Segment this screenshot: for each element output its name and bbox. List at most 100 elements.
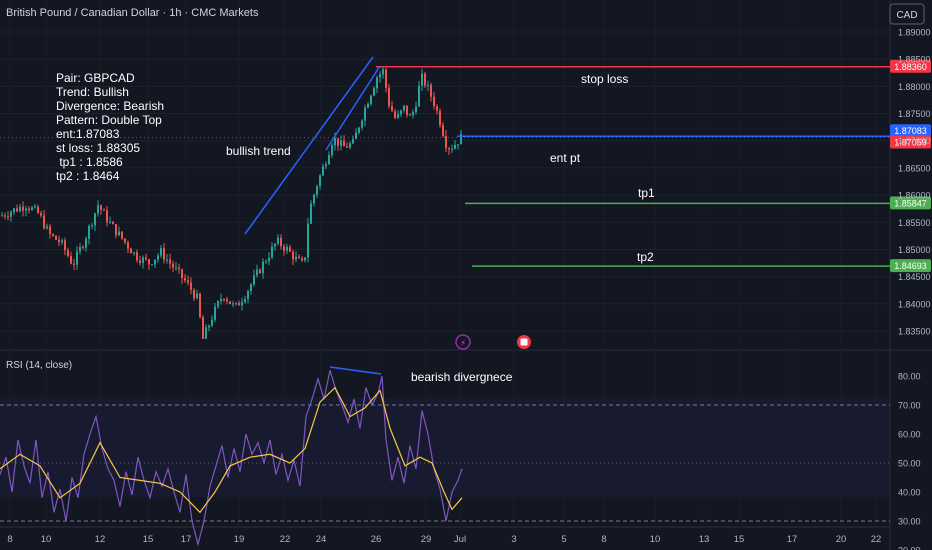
price-tick-label: 1.84500: [898, 272, 931, 282]
candle-body: [199, 293, 201, 318]
candle-body: [118, 231, 120, 236]
candle-body: [52, 233, 54, 236]
time-tick-label: 17: [787, 534, 798, 545]
candle-body: [67, 250, 69, 257]
trend-line-outer[interactable]: [244, 56, 374, 235]
price-badge-tp1: [890, 196, 931, 210]
candle-body: [142, 257, 144, 263]
candle-body: [280, 237, 282, 247]
divergence-line[interactable]: [329, 366, 382, 375]
candle-body: [220, 298, 222, 302]
candle-body: [313, 194, 315, 204]
candle-body: [55, 235, 57, 240]
candle-body: [187, 280, 189, 283]
candle-body: [31, 207, 33, 211]
time-tick-label: 8: [601, 534, 606, 545]
rsi-layer: [0, 370, 463, 547]
level-lines-layer: 1.88360 1.87083 1.87059 1.85847 1.84693: [376, 59, 931, 273]
candle-body: [61, 240, 63, 243]
candle-body: [379, 74, 381, 78]
candle-body: [310, 203, 312, 224]
candle-body: [394, 111, 396, 118]
lightning-event-icon[interactable]: [455, 334, 471, 350]
candle-body: [388, 87, 390, 107]
candle-body: [40, 212, 42, 216]
candle-body: [241, 302, 243, 306]
candle-body: [172, 263, 174, 268]
time-tick-label: 17: [181, 534, 192, 545]
candle-body: [451, 148, 453, 150]
candle-body: [391, 106, 393, 112]
trend-line-inner[interactable]: [325, 65, 381, 151]
candle-body: [439, 110, 441, 126]
candle-body: [4, 215, 6, 217]
rsi-tick-label: 80.00: [898, 372, 921, 382]
candle-body: [238, 302, 240, 306]
candle-body: [7, 216, 9, 218]
candle-body: [283, 246, 285, 251]
candle-body: [13, 208, 15, 213]
candle-body: [16, 208, 18, 212]
candle-body: [400, 110, 402, 115]
info-pattern: Pattern: Double Top: [56, 113, 162, 127]
time-tick-label: 20: [836, 534, 847, 545]
candle-body: [337, 138, 339, 146]
price-tick-label: 1.85000: [898, 245, 931, 255]
candle-body: [28, 208, 30, 211]
info-divergence: Divergence: Bearish: [56, 99, 164, 113]
candles-layer: [1, 67, 462, 340]
annotation-ent-pt: ent pt: [550, 151, 581, 165]
candle-body: [361, 120, 363, 128]
candle-body: [460, 133, 462, 145]
candle-body: [37, 206, 39, 213]
candle-body: [334, 138, 336, 146]
price-badge-label: 1.85847: [894, 198, 927, 208]
candle-body: [196, 293, 198, 299]
candle-body: [79, 247, 81, 252]
candle-body: [247, 291, 249, 299]
candle-body: [430, 84, 432, 97]
rsi-tick-label: 70.00: [898, 401, 921, 411]
candle-body: [436, 106, 438, 111]
candle-body: [121, 231, 123, 239]
currency-button-label[interactable]: CAD: [896, 10, 917, 21]
rsi-tick-label: 50.00: [898, 459, 921, 469]
price-tick-label: 1.85500: [898, 218, 931, 228]
candle-body: [304, 257, 306, 261]
time-tick-label: 19: [234, 534, 245, 545]
candle-body: [418, 85, 420, 107]
candle-body: [457, 144, 459, 146]
rsi-line: [0, 370, 463, 547]
candle-body: [256, 269, 258, 276]
time-tick-label: 10: [41, 534, 52, 545]
candle-body: [454, 145, 456, 149]
annotation-tp1: tp1: [638, 186, 655, 200]
candle-body: [133, 252, 135, 254]
candle-body: [112, 221, 114, 225]
rsi-tick-label: 60.00: [898, 430, 921, 440]
candle-body: [106, 210, 108, 223]
candle-body: [127, 242, 129, 249]
price-badge-tp2: [890, 259, 931, 273]
calendar-glyph-icon: [520, 338, 528, 346]
candle-body: [322, 166, 324, 176]
candle-body: [244, 298, 246, 303]
candle-body: [358, 127, 360, 133]
info-tp1: tp1 : 1.8586: [56, 155, 123, 169]
currency-button[interactable]: [889, 3, 925, 25]
lightning-glyph-icon: ⚡: [460, 338, 466, 348]
candle-body: [382, 69, 384, 75]
price-tick-label: 1.86000: [898, 191, 931, 201]
info-tp2: tp2 : 1.8464: [56, 169, 120, 183]
candle-body: [100, 205, 102, 210]
price-tick-label: 1.88000: [898, 82, 931, 92]
candle-body: [412, 112, 414, 116]
candle-body: [370, 95, 372, 104]
candle-body: [319, 175, 321, 187]
candle-body: [295, 256, 297, 260]
candle-body: [163, 248, 165, 260]
candle-body: [1, 215, 3, 217]
axes-layer: 1.89000 1.88500 1.88000 1.87500 1.87000 1.865…: [7, 28, 930, 550]
